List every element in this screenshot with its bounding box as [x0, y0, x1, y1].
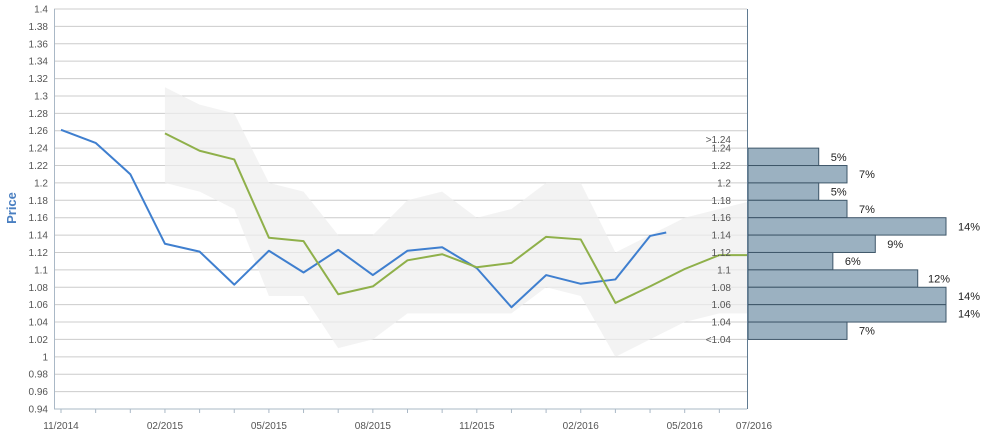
- hist-bin-label: >1.24: [706, 135, 732, 146]
- x-tick-label: 05/2015: [251, 421, 288, 432]
- y-tick-label: 1.14: [29, 231, 49, 242]
- hist-bin-label: 1.12: [712, 248, 732, 259]
- hist-bar: [747, 147, 820, 167]
- y-tick-label: 1.28: [29, 109, 49, 120]
- y-tick-label: 1.06: [29, 300, 49, 311]
- hist-bar: [747, 321, 848, 340]
- x-tick-label: 02/2015: [147, 421, 184, 432]
- hist-bar: [747, 165, 848, 184]
- y-tick-label: 1.22: [29, 161, 49, 172]
- histogram: >1.24 5% 1.24 7% 1.22 5% 1.2 7% 1.18 14% 1.16 9% 1.1…: [706, 135, 981, 346]
- y-tick-label: 1.36: [29, 39, 49, 50]
- confidence-band: [164, 87, 754, 357]
- series-line-2: [164, 132, 754, 304]
- hist-bar: [747, 182, 820, 201]
- hist-bar: [747, 286, 947, 306]
- y-tick-label: 0.98: [29, 370, 49, 381]
- hist-bin-label: 1.1: [717, 265, 731, 276]
- hist-bin-label: 1.16: [712, 213, 732, 224]
- hist-percent-label: 5%: [831, 187, 847, 199]
- hist-bar: [747, 269, 919, 288]
- hist-bin-label: <1.04: [706, 335, 732, 346]
- y-tick-label: 1.16: [29, 213, 49, 224]
- y-tick-label: 0.94: [29, 405, 49, 416]
- hist-bar: [747, 199, 848, 219]
- x-tick-label: 07/2016: [736, 421, 773, 432]
- y-tick-label: 1.2: [34, 178, 48, 189]
- hist-percent-label: 6%: [845, 256, 861, 268]
- hist-bar: [747, 251, 834, 271]
- x-tick-label: 11/2015: [459, 421, 495, 432]
- hist-percent-label: 14%: [958, 308, 980, 320]
- y-tick-label: 1.1: [34, 265, 48, 276]
- hist-percent-label: 5%: [831, 152, 847, 164]
- hist-percent-label: 7%: [859, 326, 875, 338]
- hist-bin-label: 1.08: [712, 283, 732, 294]
- hist-bin-label: 1.04: [712, 318, 732, 329]
- y-tick-label: 0.96: [29, 387, 49, 398]
- y-tick-label: 1.32: [29, 74, 49, 85]
- axes: 0.94 0.96 0.98 1 1.02 1.04 1.06 1.08 1.1 1.12 1.14…: [29, 5, 773, 433]
- hist-bar: [747, 304, 947, 323]
- x-tick-label: 05/2016: [667, 421, 704, 432]
- x-tick-label: 08/2015: [355, 421, 392, 432]
- hist-bin-label: 1.22: [712, 161, 732, 172]
- hist-bar: [747, 234, 876, 253]
- hist-percent-label: 14%: [958, 291, 980, 303]
- confidence-band-area: [164, 87, 754, 357]
- hist-bin-label: 1.14: [712, 231, 732, 242]
- y-tick-label: 1.4: [34, 5, 48, 16]
- y-tick-label: 1: [42, 352, 48, 363]
- y-tick-label: 1.08: [29, 283, 49, 294]
- y-axis-label: Price: [4, 192, 19, 224]
- y-tick-label: 1.24: [29, 144, 49, 155]
- y-tick-label: 1.02: [29, 335, 49, 346]
- hist-percent-label: 12%: [928, 274, 950, 286]
- hist-bin-label: 1.24: [712, 144, 732, 155]
- y-tick-label: 1.3: [34, 91, 48, 102]
- hist-bin-label: 1.2: [717, 178, 731, 189]
- x-tick-label: 02/2016: [563, 421, 600, 432]
- y-tick-label: 1.04: [29, 318, 49, 329]
- hist-percent-label: 9%: [887, 239, 903, 251]
- hist-percent-label: 7%: [859, 169, 875, 181]
- y-tick-label: 1.18: [29, 196, 49, 207]
- y-tick-label: 1.26: [29, 126, 49, 137]
- series-layer: [60, 128, 754, 309]
- grid-lines: [54, 8, 747, 410]
- hist-bin-label: 1.18: [712, 196, 732, 207]
- hist-bar: [747, 217, 947, 236]
- hist-percent-label: 7%: [859, 204, 875, 216]
- y-tick-label: 1.12: [29, 248, 49, 259]
- y-tick-label: 1.34: [29, 57, 49, 68]
- hist-percent-label: 14%: [958, 221, 980, 233]
- hist-bin-label: 1.06: [712, 300, 732, 311]
- x-tick-label: 11/2014: [43, 421, 79, 432]
- series-line-1: [60, 128, 667, 309]
- y-tick-label: 1.38: [29, 22, 49, 33]
